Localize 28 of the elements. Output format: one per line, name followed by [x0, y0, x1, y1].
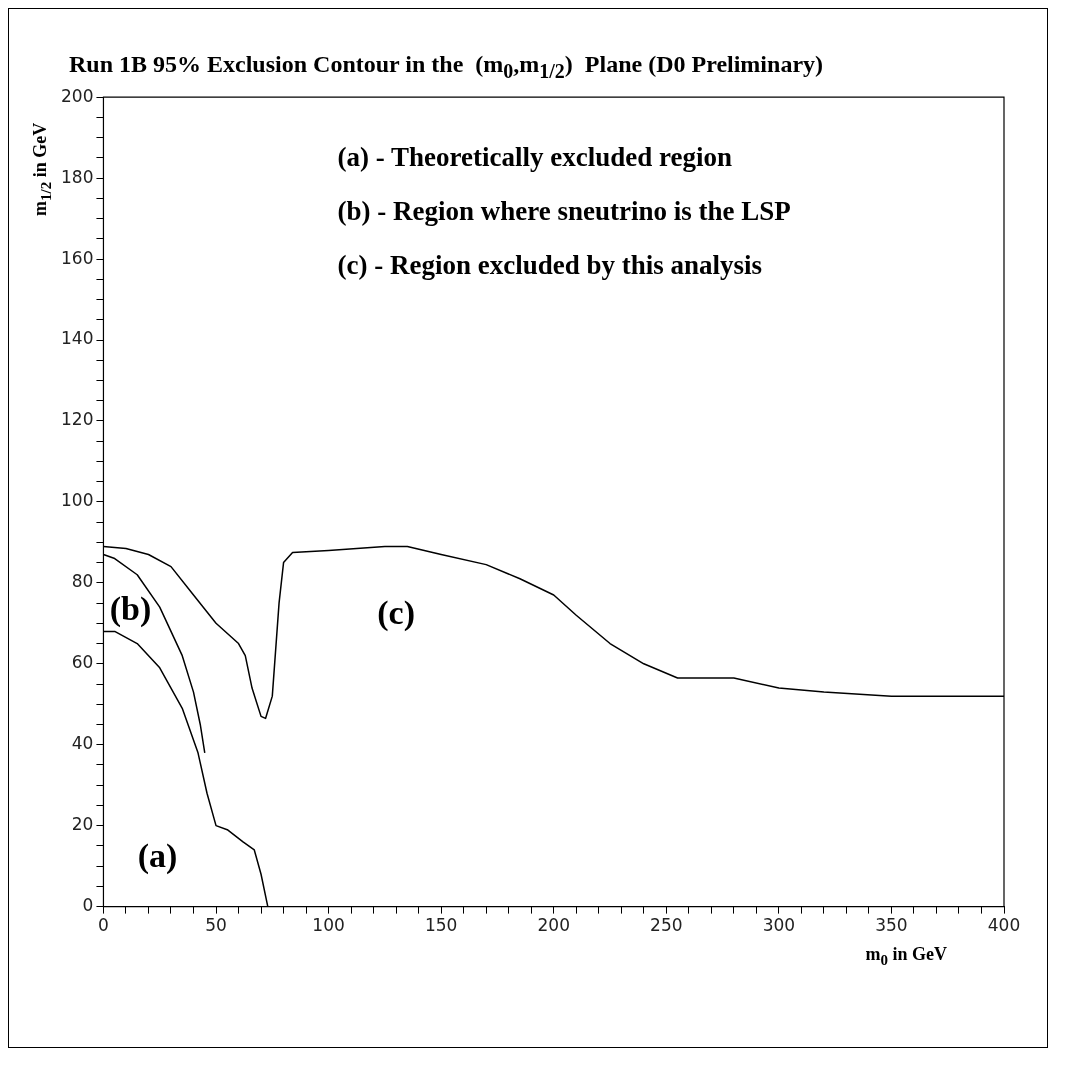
x-tick-label: 150 — [424, 915, 458, 936]
y-tick-label: 20 — [71, 814, 94, 835]
x-tick-label: 0 — [98, 915, 109, 936]
annotation: (c) — [377, 594, 415, 632]
y-tick-label: 60 — [71, 652, 94, 673]
y-tick-label: 140 — [60, 328, 94, 349]
x-tick-label: 200 — [537, 915, 570, 936]
y-tick-label: 40 — [71, 733, 94, 754]
chart-title: Run 1B 95% Exclusion Contour in the (m$_{0}$,m$_{1/2}$) Plane (D0 Preliminary) — [69, 51, 824, 83]
x-axis-title: m$_{0}$ in GeV — [865, 944, 947, 969]
x-tick-label: 50 — [205, 915, 227, 936]
y-tick-label: 80 — [71, 571, 94, 592]
x-tick-label: 300 — [762, 915, 796, 936]
annotation: (c) - Region excluded by this analysis — [337, 250, 763, 281]
y-tick-label: 0 — [82, 895, 94, 916]
y-tick-label: 160 — [60, 247, 94, 268]
x-tick-label: 100 — [312, 915, 345, 936]
y-tick-label: 200 — [60, 85, 94, 106]
annotation: (a) - Theoretically excluded region — [337, 142, 733, 173]
x-tick-label: 350 — [875, 915, 908, 936]
annotation: (a) — [137, 836, 178, 875]
annotation: (b) — [109, 589, 152, 628]
y-tick-label: 100 — [60, 490, 94, 511]
x-tick-label: 400 — [987, 915, 1021, 936]
y-tick-label: 120 — [60, 409, 94, 430]
x-tick-label: 250 — [650, 915, 683, 936]
annotation: (b) - Region where sneutrino is the LSP — [337, 196, 791, 227]
y-tick-label: 180 — [60, 166, 94, 187]
